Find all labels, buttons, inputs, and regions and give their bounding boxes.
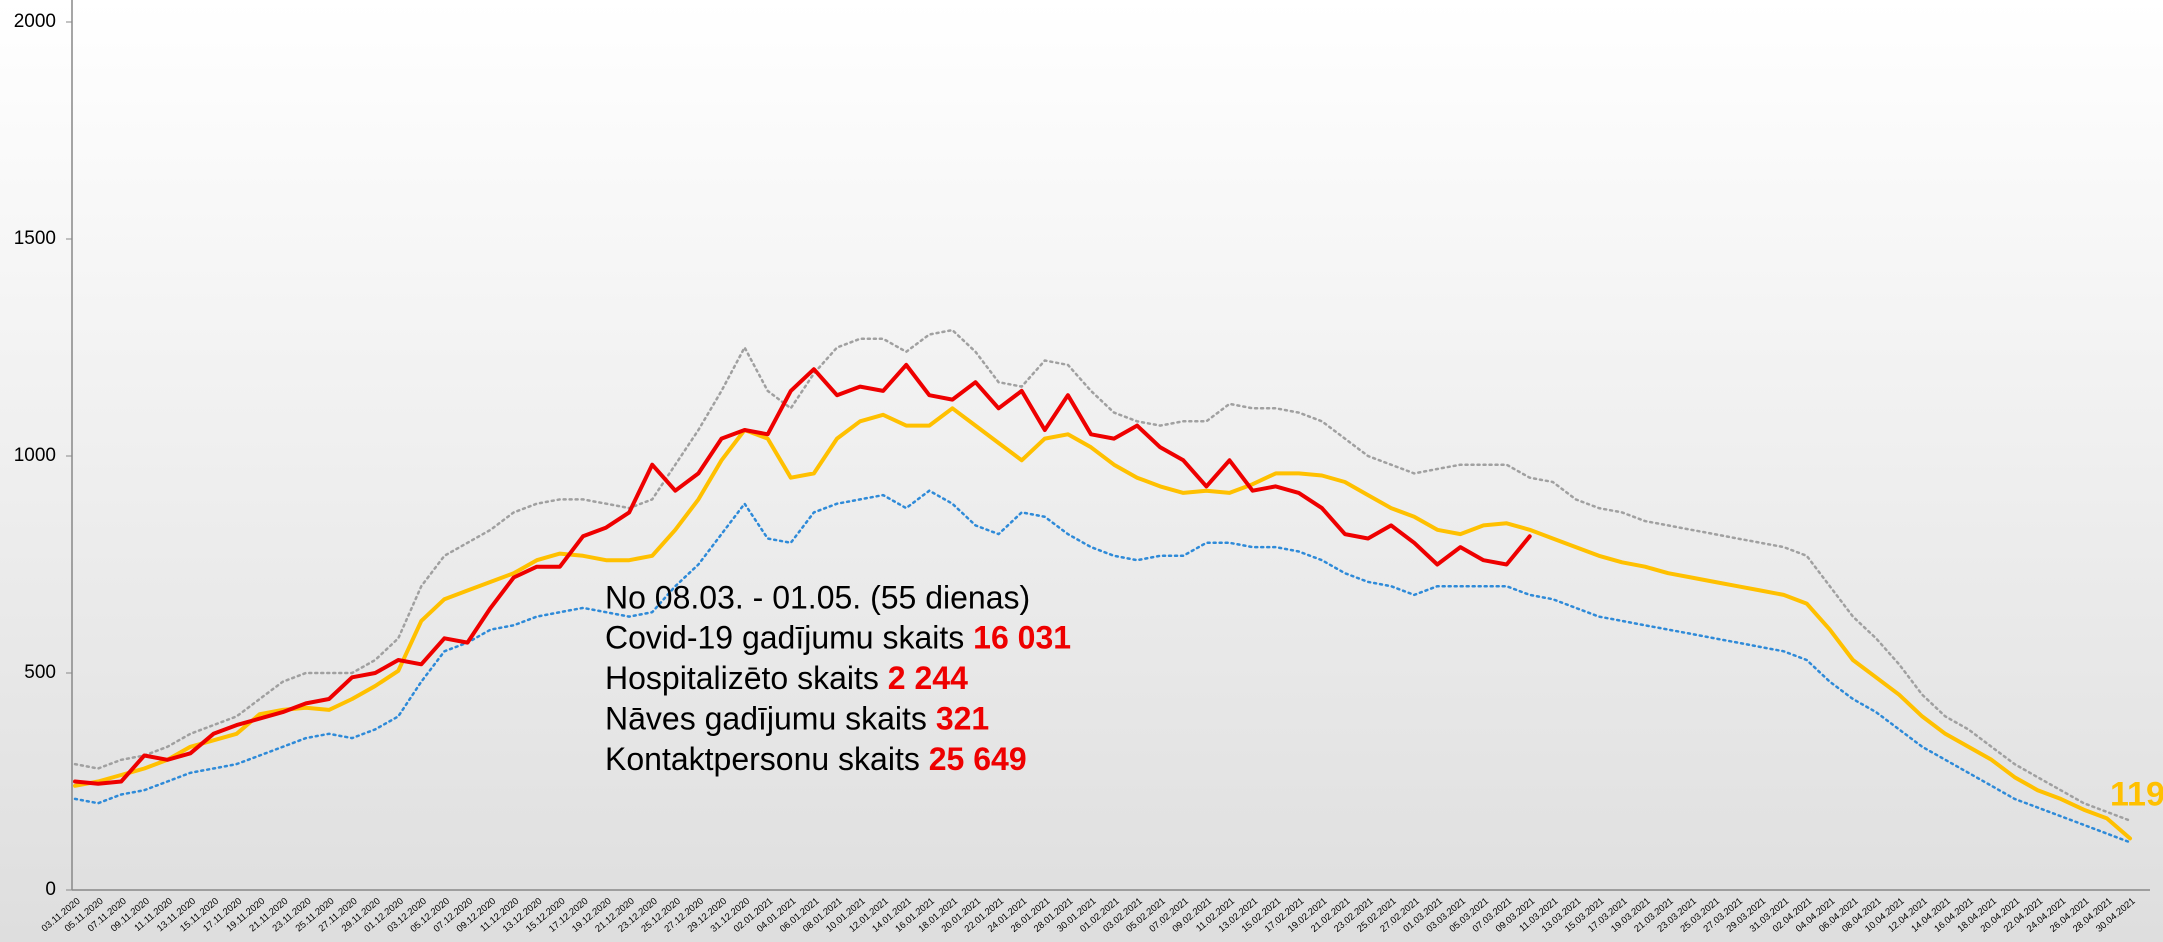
- annotation-label: Covid-19 gadījumu skaits: [605, 620, 964, 656]
- series-line: [73, 406, 2132, 841]
- annotation-value: 16 031: [973, 620, 1071, 656]
- end-label: 119: [2110, 775, 2163, 813]
- annotation-label: Kontaktpersonu skaits: [605, 741, 920, 777]
- annotation-label: Hospitalizēto skaits: [605, 660, 879, 696]
- annotation-line: Covid-19 gadījumu skaits 16 031: [605, 620, 1071, 656]
- annotation-value: 321: [936, 701, 989, 737]
- y-tick-label: 0: [45, 879, 56, 900]
- y-tick-label: 1500: [14, 228, 56, 249]
- annotation-value: 25 649: [929, 741, 1027, 777]
- annotation-label: Nāves gadījumu skaits: [605, 701, 927, 737]
- series-line: [73, 362, 1532, 786]
- y-tick-label: 500: [24, 662, 56, 683]
- annotation-title: No 08.03. - 01.05. (55 dienas): [605, 579, 1030, 615]
- annotation-line: Kontaktpersonu skaits 25 649: [605, 741, 1027, 777]
- annotation-value: 2 244: [888, 660, 968, 696]
- annotation-line: Hospitalizēto skaits 2 244: [605, 660, 968, 696]
- series-line: [73, 489, 2132, 844]
- series-line: [73, 328, 2132, 822]
- annotation-line: Nāves gadījumu skaits 321: [605, 701, 989, 737]
- y-tick-label: 1000: [14, 445, 56, 466]
- y-tick-label: 2000: [14, 11, 56, 32]
